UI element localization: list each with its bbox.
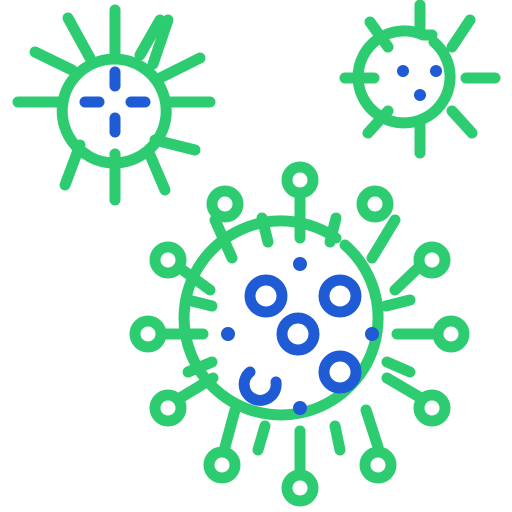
virus-dots xyxy=(221,257,379,415)
virus-cells xyxy=(238,274,362,406)
virus-spikes xyxy=(12,4,216,206)
virus-cross-marks xyxy=(79,66,151,138)
virus-body xyxy=(56,53,172,169)
virus-icon xyxy=(129,161,470,507)
virus-icon xyxy=(12,4,216,206)
virus-body xyxy=(352,25,456,129)
virus-icon xyxy=(339,0,501,159)
virus-dots xyxy=(397,65,442,101)
virus-spikes xyxy=(339,0,501,159)
virus-spikes xyxy=(129,161,470,507)
